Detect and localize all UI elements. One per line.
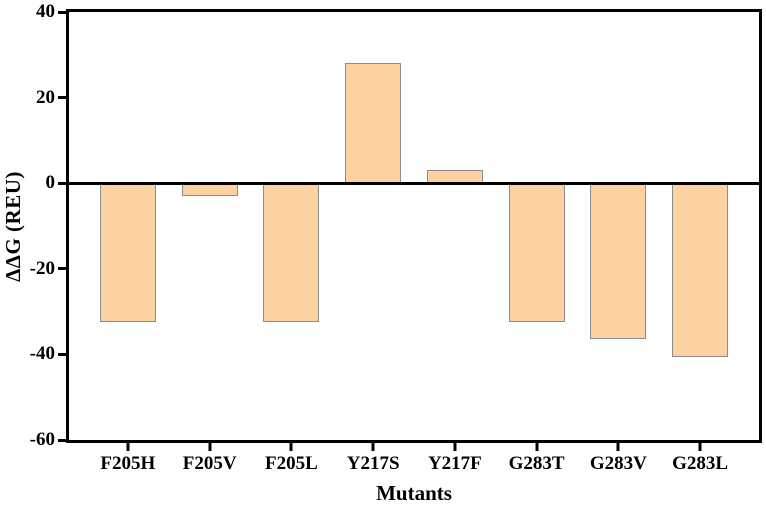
x-tick [126,443,130,451]
x-tick [371,443,375,451]
x-tick-label: Y217F [427,453,482,474]
y-tick-label: -60 [29,429,55,451]
y-tick-label: -20 [29,257,55,279]
x-tick-label: G283V [589,453,647,474]
x-tick-label: Y217S [346,453,400,474]
y-tick [58,438,66,442]
x-tick [535,443,539,451]
y-tick [58,267,66,271]
y-axis-title: ΔΔG (REU) [0,9,26,443]
x-tick-label: G283L [672,453,729,474]
y-tick [58,352,66,356]
x-tick [289,443,293,451]
x-tick [208,443,212,451]
y-tick [58,181,66,185]
plot-area: 40 20 0 -20 -40 -60 F205H F205V F205L Y217S Y217F G… [30,2,762,473]
y-tick-label: -40 [29,343,55,365]
x-tick-label: F205H [100,453,156,474]
bar-F205H [99,183,156,323]
x-tick [616,443,620,451]
x-axis-title-text: Mutants [376,481,452,505]
y-tick-label: 40 [36,1,55,23]
bar-Y217S [345,63,402,184]
y-tick-label: 20 [36,86,55,108]
x-tick [453,443,457,451]
x-axis-title: Mutants [66,483,762,504]
y-tick [58,96,66,100]
bar-F205V [181,183,238,197]
x-tick-label: F205V [182,453,237,474]
y-axis-title-text: ΔΔG (REU) [0,170,25,282]
x-tick-label: F205L [264,453,318,474]
x-tick-label: G283T [508,453,565,474]
bar-G283V [590,183,647,340]
bar-F205L [263,183,320,323]
zero-baseline [69,181,759,185]
x-tick [698,443,702,451]
bar-G283L [672,183,729,357]
y-tick-label: 0 [45,172,56,194]
bar-G283T [508,183,565,323]
y-tick [58,10,66,14]
